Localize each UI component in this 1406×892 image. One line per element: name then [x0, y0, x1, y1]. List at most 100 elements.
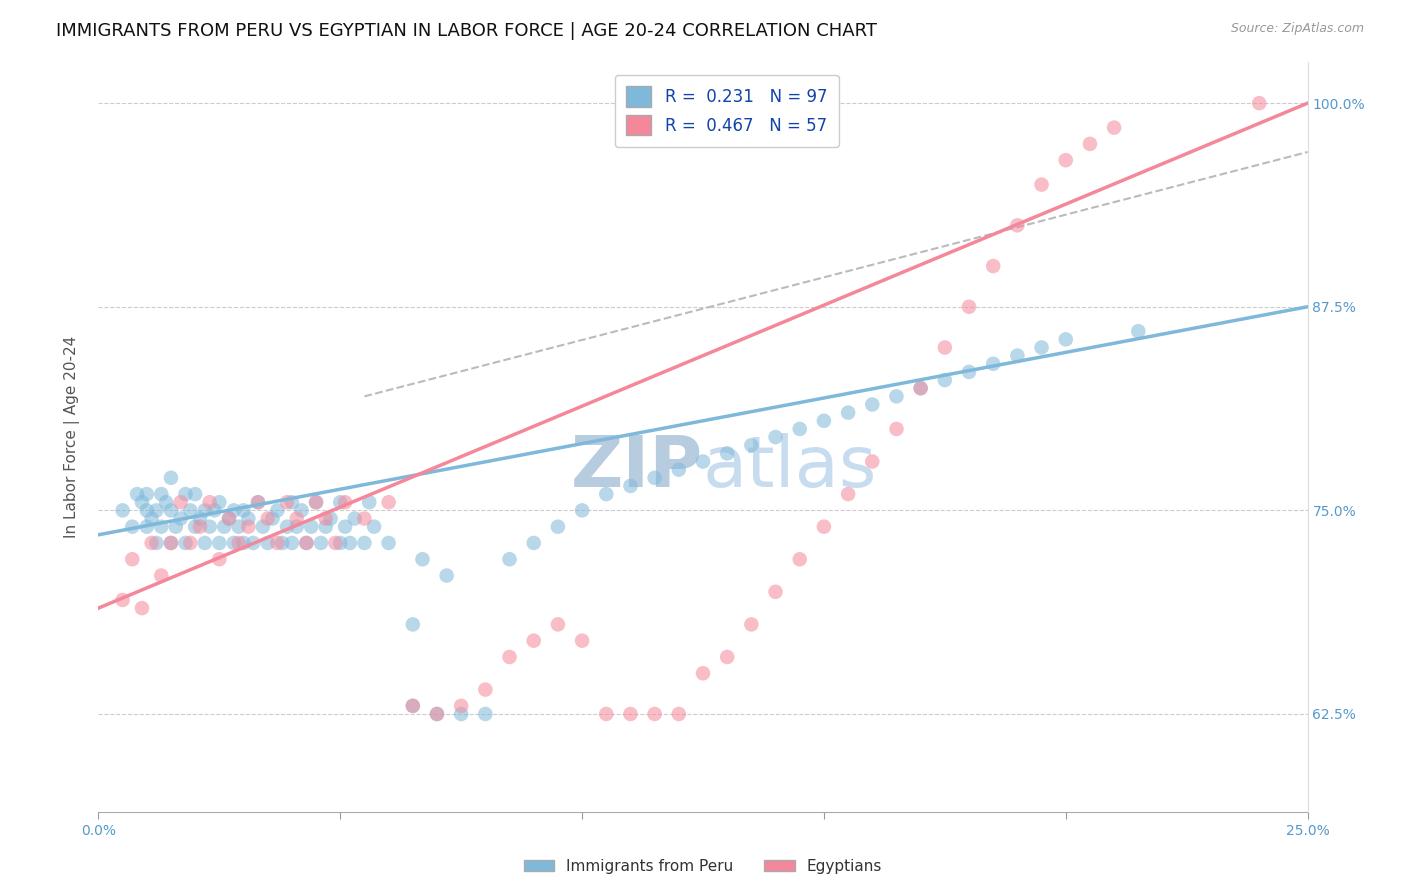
Point: [1078, 136, 1101, 151]
Point: [315, 519, 337, 533]
Point: [155, 495, 177, 509]
Point: [160, 471, 183, 485]
Point: [276, 519, 298, 533]
Point: [716, 650, 738, 665]
Point: [1054, 153, 1077, 168]
Legend: Immigrants from Peru, Egyptians: Immigrants from Peru, Egyptians: [517, 853, 889, 880]
Point: [692, 666, 714, 681]
Point: [222, 536, 245, 550]
Point: [426, 706, 449, 721]
Point: [271, 536, 294, 550]
Point: [262, 511, 284, 525]
Point: [285, 519, 308, 533]
Point: [135, 519, 157, 533]
Point: [333, 495, 356, 509]
Point: [266, 536, 288, 550]
Point: [359, 495, 381, 509]
Point: [474, 682, 496, 697]
Point: [135, 487, 157, 501]
Point: [377, 536, 399, 550]
Point: [319, 511, 342, 525]
Point: [218, 511, 240, 525]
Point: [145, 503, 167, 517]
Point: [121, 519, 143, 533]
Point: [547, 617, 569, 632]
Point: [547, 519, 569, 533]
Point: [860, 454, 883, 468]
Point: [228, 536, 250, 550]
Point: [174, 487, 197, 501]
Point: [860, 397, 883, 411]
Point: [1031, 178, 1053, 192]
Point: [402, 698, 425, 713]
Point: [198, 519, 221, 533]
Point: [886, 422, 908, 436]
Point: [498, 552, 520, 566]
Point: [315, 511, 337, 525]
Point: [238, 519, 260, 533]
Point: [247, 495, 270, 509]
Point: [450, 698, 472, 713]
Point: [571, 633, 593, 648]
Point: [692, 454, 714, 468]
Point: [450, 706, 472, 721]
Point: [523, 633, 546, 648]
Point: [402, 617, 425, 632]
Point: [160, 503, 183, 517]
Point: [150, 487, 173, 501]
Point: [179, 503, 201, 517]
Point: [266, 503, 288, 517]
Point: [886, 389, 908, 403]
Point: [285, 511, 308, 525]
Point: [740, 617, 762, 632]
Point: [131, 601, 153, 615]
Point: [247, 495, 270, 509]
Point: [232, 503, 254, 517]
Point: [1249, 96, 1271, 111]
Point: [668, 706, 690, 721]
Point: [402, 698, 425, 713]
Point: [218, 511, 240, 525]
Point: [212, 519, 235, 533]
Point: [765, 430, 787, 444]
Point: [474, 706, 496, 721]
Point: [299, 519, 322, 533]
Point: [290, 503, 312, 517]
Text: Source: ZipAtlas.com: Source: ZipAtlas.com: [1230, 22, 1364, 36]
Y-axis label: In Labor Force | Age 20-24: In Labor Force | Age 20-24: [63, 336, 80, 538]
Point: [333, 519, 356, 533]
Point: [188, 519, 211, 533]
Point: [813, 519, 835, 533]
Point: [436, 568, 458, 582]
Point: [329, 495, 352, 509]
Point: [934, 373, 956, 387]
Point: [232, 536, 254, 550]
Point: [813, 414, 835, 428]
Point: [174, 536, 197, 550]
Point: [981, 259, 1004, 273]
Point: [169, 511, 191, 525]
Point: [165, 519, 187, 533]
Point: [281, 536, 304, 550]
Point: [160, 536, 183, 550]
Point: [238, 511, 260, 525]
Point: [789, 422, 811, 436]
Point: [716, 446, 738, 460]
Point: [305, 495, 328, 509]
Point: [353, 536, 375, 550]
Point: [339, 536, 361, 550]
Point: [121, 552, 143, 566]
Point: [353, 511, 375, 525]
Point: [644, 706, 666, 721]
Point: [1007, 219, 1029, 233]
Point: [141, 536, 163, 550]
Point: [295, 536, 318, 550]
Point: [150, 519, 173, 533]
Point: [1054, 332, 1077, 346]
Text: IMMIGRANTS FROM PERU VS EGYPTIAN IN LABOR FORCE | AGE 20-24 CORRELATION CHART: IMMIGRANTS FROM PERU VS EGYPTIAN IN LABO…: [56, 22, 877, 40]
Point: [571, 503, 593, 517]
Point: [242, 536, 264, 550]
Point: [111, 593, 134, 607]
Point: [426, 706, 449, 721]
Point: [141, 511, 163, 525]
